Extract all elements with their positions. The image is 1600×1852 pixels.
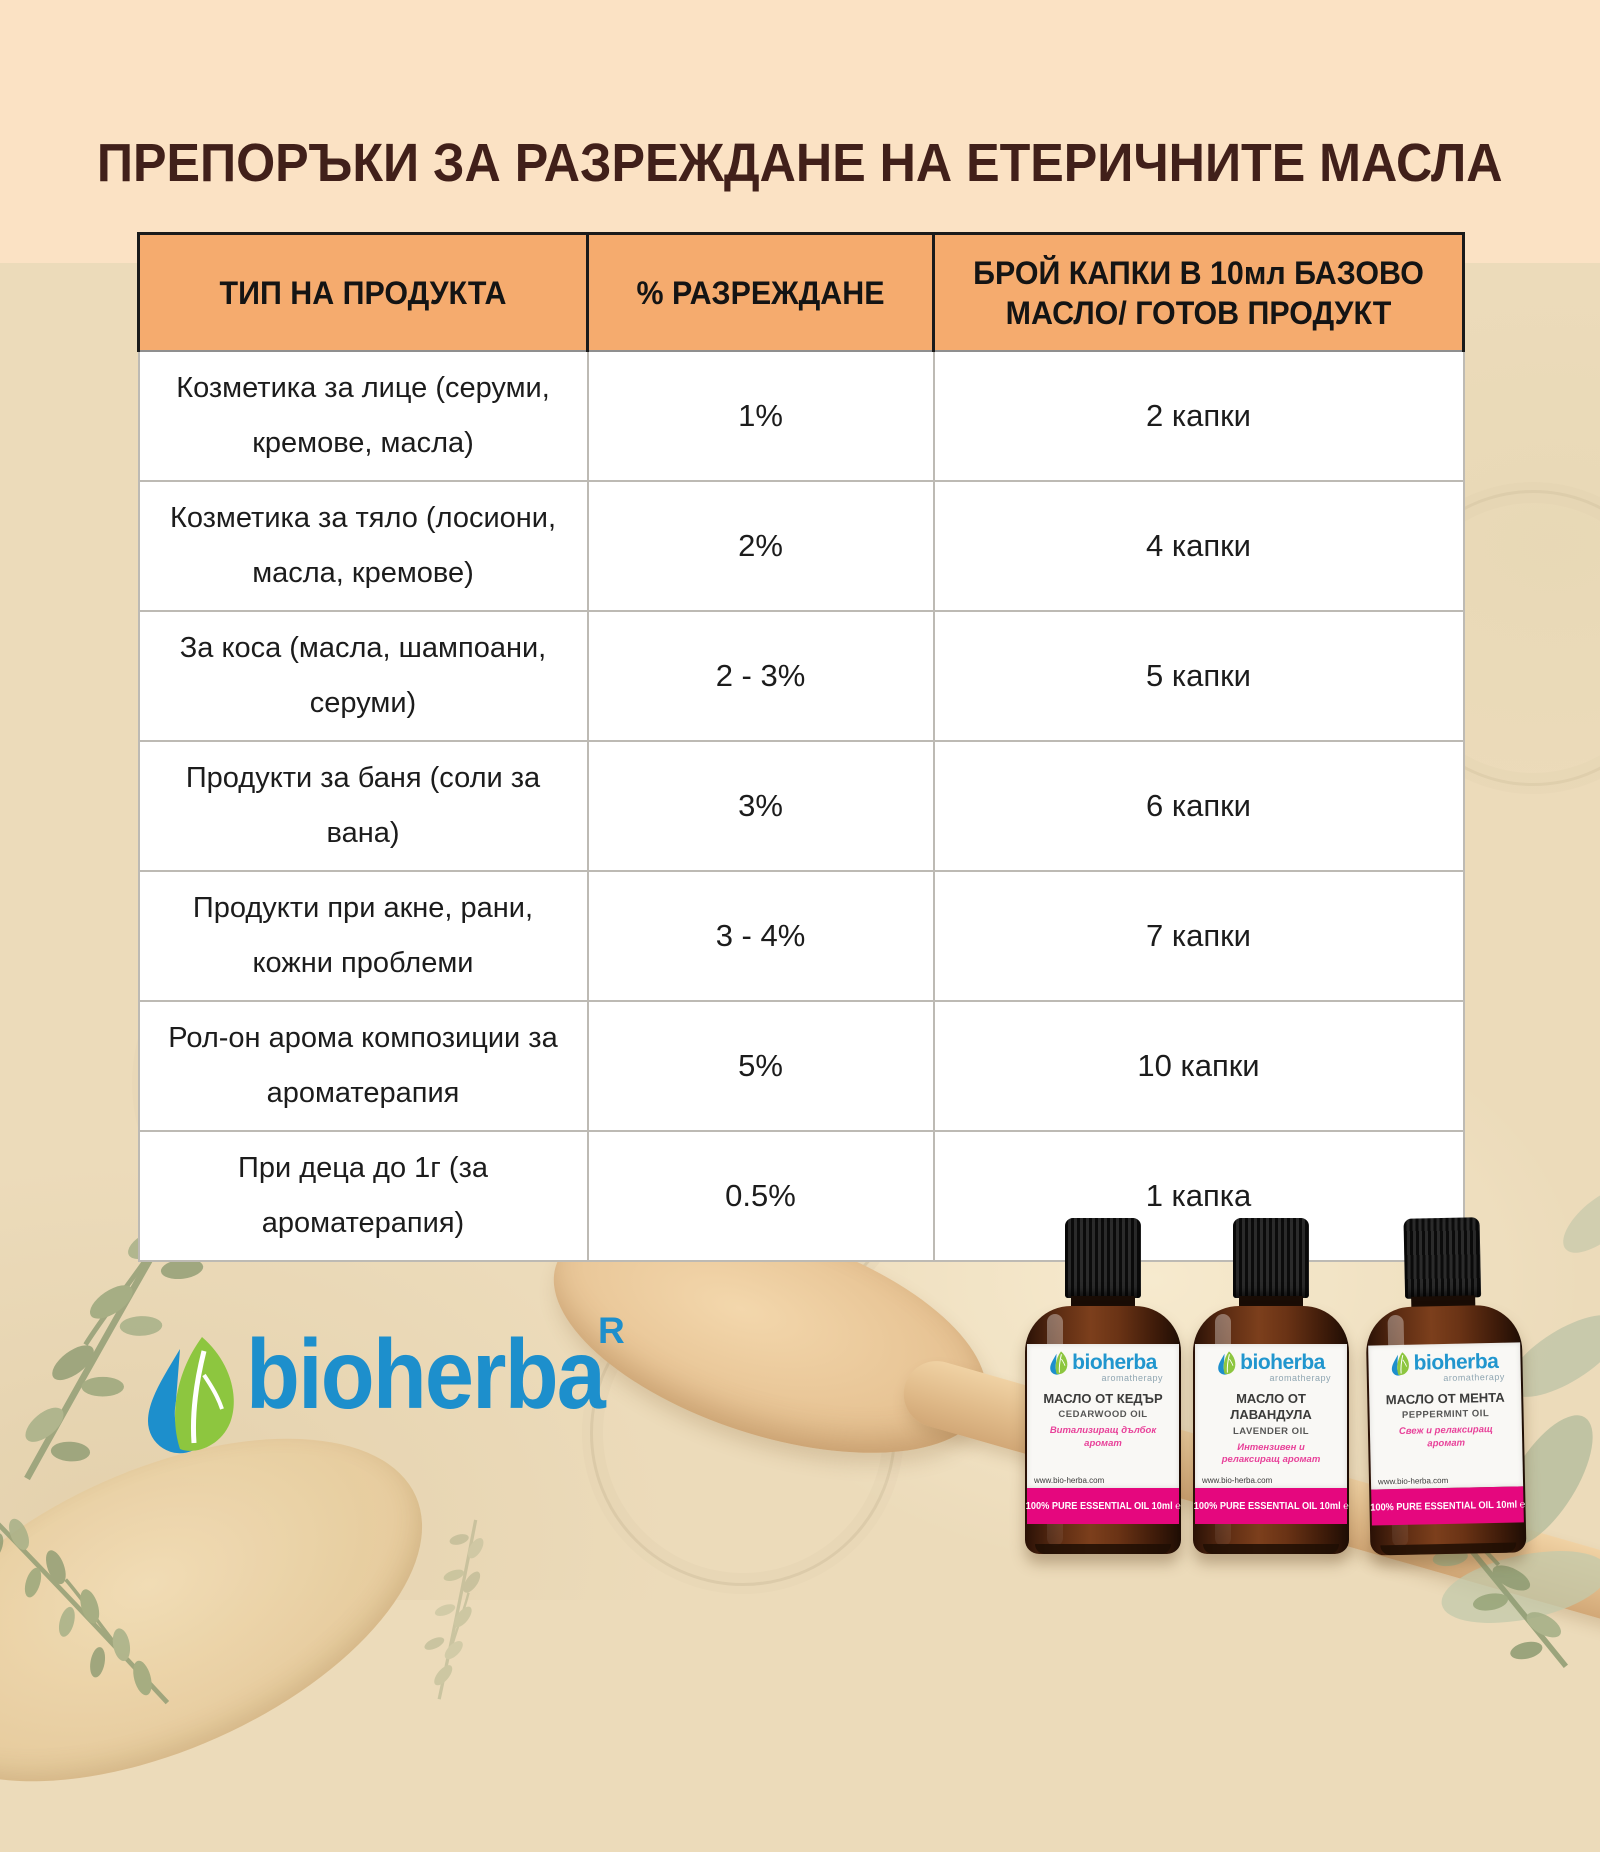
cell-dilution: 2 - 3% (586, 610, 935, 742)
page-title: ПРЕПОРЪКИ ЗА РАЗРЕЖДАНЕ НА ЕТЕРИЧНИТЕ МА… (0, 132, 1600, 194)
label-website: www.bio-herba.com (1377, 1475, 1449, 1487)
oil-tagline: Свеж и релаксиращ аромат (1398, 1424, 1493, 1449)
cell-dilution: 0.5% (586, 1130, 935, 1262)
pure-oil-band: 100% PURE ESSENTIAL OIL 10ml ℮ (1194, 1488, 1348, 1524)
oil-name-en: CEDARWOOD OIL (1058, 1409, 1148, 1421)
cell-drops: 1 капка (932, 1130, 1465, 1262)
bottle-label: bioherba aromatherapy МАСЛО ОТ КЕДЪР CED… (1027, 1344, 1179, 1488)
cell-drops: 5 капки (932, 610, 1465, 742)
bioherba-logo: bioherba R (142, 1310, 682, 1482)
column-header-product-type: ТИП НА ПРОДУКТА (137, 232, 589, 352)
label-logo: bioherba (1027, 1351, 1179, 1375)
cell-product-type: Козметика за лице (серуми, кремове, масл… (137, 350, 589, 482)
cell-drops: 2 капки (932, 350, 1465, 482)
bottle-cedarwood: bioherba aromatherapy МАСЛО ОТ КЕДЪР CED… (1025, 1218, 1181, 1554)
table-row: Козметика за лице (серуми, кремове, масл… (137, 350, 1465, 482)
bottle-peppermint: bioherba aromatherapy МАСЛО ОТ МЕНТА PEP… (1363, 1216, 1527, 1556)
cell-drops: 10 капки (932, 1000, 1465, 1132)
bottle-base (1203, 1544, 1339, 1554)
cell-dilution: 2% (586, 480, 935, 612)
label-logo-text: bioherba (1240, 1351, 1325, 1374)
table-row: Продукти за баня (соли за вана) 3% 6 кап… (137, 740, 1465, 872)
oil-tagline: Витализиращ дълбок аромат (1049, 1425, 1157, 1449)
table-header-row: ТИП НА ПРОДУКТА % РАЗРЕЖДАНЕ БРОЙ КАПКИ … (137, 232, 1465, 352)
pure-oil-band: 100% PURE ESSENTIAL OIL 10ml ℮ (1370, 1486, 1525, 1526)
cell-product-type: Рол-он арома композиции за ароматерапия (137, 1000, 589, 1132)
cell-drops: 6 капки (932, 740, 1465, 872)
column-header-drops: БРОЙ КАПКИ В 10мл БАЗОВО МАСЛО/ ГОТОВ ПР… (932, 232, 1465, 352)
leaf-drop-icon (1217, 1351, 1237, 1375)
table-row: Продукти при акне, рани, кожни проблеми … (137, 870, 1465, 1002)
leaf-drop-icon (142, 1320, 242, 1470)
label-logo: bioherba (1195, 1351, 1347, 1375)
oil-name-en: PEPPERMINT OIL (1401, 1408, 1490, 1422)
oil-name-en: LAVENDER OIL (1232, 1425, 1310, 1437)
cell-product-type: Продукти при акне, рани, кожни проблеми (137, 870, 589, 1002)
cell-dilution: 3 - 4% (586, 870, 935, 1002)
oil-name-bg: МАСЛО ОТ МЕНТА (1385, 1389, 1505, 1408)
bottle-lavender: bioherba aromatherapy МАСЛО ОТ ЛАВАНДУЛА… (1193, 1218, 1349, 1554)
bottle-base (1035, 1544, 1171, 1554)
table-row: При деца до 1г (за ароматерапия) 0.5% 1 … (137, 1130, 1465, 1262)
bottle-cap (1403, 1217, 1482, 1299)
cell-dilution: 1% (586, 350, 935, 482)
registered-mark: R (598, 1310, 625, 1351)
herb-sprig-faint (366, 1508, 545, 1711)
cell-drops: 7 капки (932, 870, 1465, 1002)
column-header-dilution: % РАЗРЕЖДАНЕ (586, 232, 935, 352)
top-band (0, 0, 1600, 263)
table-row: Рол-он арома композиции за ароматерапия … (137, 1000, 1465, 1132)
label-website: www.bio-herba.com (1034, 1476, 1105, 1485)
oil-tagline: Интензивен и релаксиращ аромат (1221, 1441, 1321, 1465)
leaf-drop-icon (1390, 1352, 1410, 1376)
bottle-label: bioherba aromatherapy МАСЛО ОТ ЛАВАНДУЛА… (1195, 1344, 1347, 1488)
cell-product-type: При деца до 1г (за ароматерапия) (137, 1130, 589, 1262)
cell-dilution: 3% (586, 740, 935, 872)
table-row: Козметика за тяло (лосиони, масла, кремо… (137, 480, 1465, 612)
bottle-cap (1233, 1218, 1309, 1298)
label-website: www.bio-herba.com (1202, 1476, 1273, 1485)
oil-name-bg: МАСЛО ОТ КЕДЪР (1043, 1391, 1163, 1406)
cell-product-type: Продукти за баня (соли за вана) (137, 740, 589, 872)
page-title-text: ПРЕПОРЪКИ ЗА РАЗРЕЖДАНЕ НА ЕТЕРИЧНИТЕ МА… (97, 133, 1503, 194)
dilution-table: ТИП НА ПРОДУКТА % РАЗРЕЖДАНЕ БРОЙ КАПКИ … (137, 232, 1465, 1262)
oil-name-bg: МАСЛО ОТ ЛАВАНДУЛА (1230, 1391, 1312, 1423)
label-aromatherapy: aromatherapy (1101, 1373, 1163, 1383)
pure-oil-band: 100% PURE ESSENTIAL OIL 10ml ℮ (1026, 1488, 1180, 1524)
label-logo-text: bioherba (1072, 1351, 1157, 1374)
label-aromatherapy: aromatherapy (1269, 1373, 1331, 1383)
cell-product-type: Козметика за тяло (лосиони, масла, кремо… (137, 480, 589, 612)
leaf-drop-icon (1049, 1351, 1069, 1375)
bioherba-logo-text: bioherba (246, 1319, 606, 1429)
bottle-label: bioherba aromatherapy МАСЛО ОТ МЕНТА PEP… (1368, 1342, 1524, 1490)
cell-dilution: 5% (586, 1000, 935, 1132)
cell-drops: 4 капки (932, 480, 1465, 612)
bottle-cap (1065, 1218, 1141, 1298)
cell-product-type: За коса (масла, шампоани, серуми) (137, 610, 589, 742)
table-row: За коса (масла, шампоани, серуми) 2 - 3%… (137, 610, 1465, 742)
